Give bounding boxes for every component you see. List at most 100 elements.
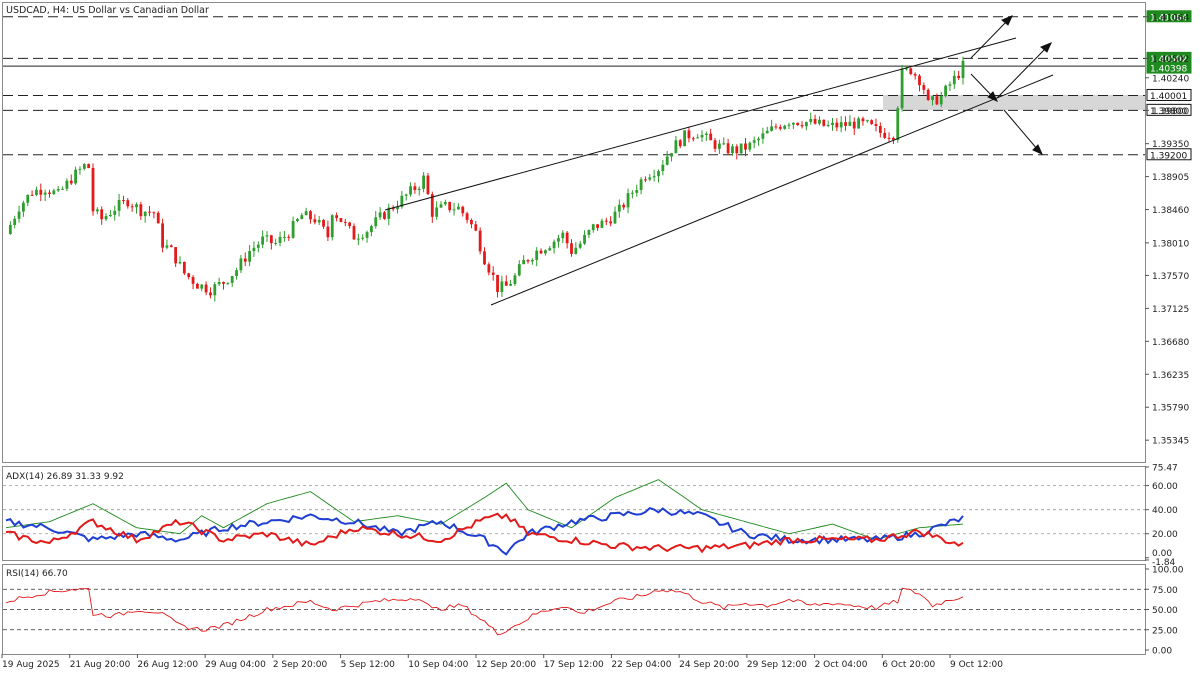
candle-body — [513, 275, 517, 284]
candle-body — [548, 248, 552, 251]
candle-body — [56, 188, 60, 191]
candle-body — [43, 192, 47, 195]
y-tick-label-10: 1.36680 — [1152, 338, 1189, 348]
y-tick-label-12: 1.35790 — [1152, 404, 1189, 414]
candle-body — [939, 96, 943, 105]
candle-body — [478, 230, 482, 252]
candle-body — [648, 177, 652, 180]
candle-body — [678, 140, 682, 147]
candle-body — [465, 213, 469, 220]
candle-body — [713, 140, 717, 149]
candle-body — [248, 251, 251, 262]
candle-body — [639, 179, 643, 191]
candle-body — [783, 125, 787, 129]
arrow-down-1 — [970, 73, 994, 98]
x-tick-label-5: 5 Sep 12:00 — [341, 660, 396, 670]
candle-body — [861, 118, 865, 122]
candle-body — [865, 120, 869, 122]
candle-body — [557, 238, 560, 242]
candle-body — [252, 247, 256, 252]
candle-body — [805, 122, 808, 127]
x-tick-label-1: 21 Aug 20:00 — [70, 660, 131, 670]
x-tick-label-10: 24 Sep 20:00 — [679, 660, 739, 670]
candle-body — [878, 126, 882, 133]
candle-body — [191, 277, 195, 284]
arrow-up-1 — [970, 19, 1009, 59]
adx-series-1 — [5, 506, 964, 556]
arrow-up-2 — [996, 46, 1048, 99]
candle-body — [765, 130, 769, 134]
level-tag-2 — [1146, 61, 1192, 74]
candle-body — [944, 85, 947, 97]
level-tag-label-2: 1.40398 — [1150, 65, 1187, 75]
candle-body — [744, 143, 747, 150]
candle-body — [791, 122, 795, 125]
rsi-tick-label-3: 25.00 — [1152, 626, 1178, 636]
x-tick-label-2: 26 Aug 12:00 — [137, 660, 198, 670]
candle-body — [570, 243, 573, 254]
candle-body — [691, 138, 695, 140]
candle-body — [892, 137, 895, 140]
adx-label: ADX(14) 26.89 31.33 9.92 — [6, 472, 124, 482]
candle-body — [352, 226, 356, 240]
candle-body — [665, 156, 669, 165]
candle-body — [256, 244, 260, 248]
candle-body — [87, 164, 91, 168]
candle-body — [239, 258, 243, 271]
candle-body — [409, 186, 412, 195]
candle-body — [583, 234, 586, 244]
candle-body — [461, 206, 465, 214]
candle-body — [683, 130, 686, 147]
chart-title: USDCAD, H4: US Dollar vs Canadian Dollar — [6, 5, 209, 16]
candle-body — [635, 190, 639, 193]
candle-body — [130, 206, 134, 208]
candle-body — [82, 164, 86, 169]
rsi-label: RSI(14) 66.70 — [6, 569, 68, 579]
candle-body — [283, 236, 286, 238]
rsi-tick-label-1: 75.00 — [1152, 586, 1178, 596]
level-tag-label-4: 1.39800 — [1150, 107, 1187, 117]
x-tick-label-14: 9 Oct 12:00 — [950, 660, 1003, 670]
candle-body — [591, 224, 595, 231]
candle-body — [387, 207, 391, 219]
candle-body — [8, 224, 12, 234]
candle-body — [496, 274, 499, 292]
candle-body — [296, 219, 299, 222]
candle-body — [65, 180, 69, 189]
candle-body — [165, 245, 169, 248]
candle-body — [113, 210, 117, 215]
candle-body — [752, 140, 756, 143]
level-tag-label-3: 1.40001 — [1150, 92, 1187, 102]
arrow-up-1-head — [1001, 15, 1013, 26]
candle-body — [857, 118, 860, 129]
candle-body — [696, 137, 700, 139]
candle-body — [452, 209, 456, 211]
candle-body — [61, 188, 64, 190]
candle-body — [687, 130, 691, 139]
candle-body — [348, 222, 352, 227]
candle-body — [470, 219, 473, 225]
candle-body — [322, 220, 325, 227]
candle-body — [831, 122, 834, 126]
candle-body — [187, 273, 191, 278]
candle-body — [95, 209, 99, 212]
candle-body — [291, 221, 295, 238]
candle-body — [500, 281, 504, 292]
candle-body — [404, 194, 408, 196]
candle-body — [109, 214, 112, 217]
level-tag-label-0: 1.41064 — [1150, 13, 1187, 23]
adx-tick-label-0: 75.47 — [1152, 464, 1178, 474]
candle-body — [435, 207, 439, 217]
candle-body — [900, 68, 904, 109]
level-tag-5 — [1146, 148, 1192, 161]
x-tick-label-9: 22 Sep 04:00 — [611, 660, 671, 670]
rsi-tick-label-4: 0.00 — [1152, 647, 1172, 657]
channel-upper-line — [384, 37, 1017, 211]
candle-body — [100, 209, 104, 220]
candle-body — [343, 221, 347, 223]
candle-body — [626, 193, 630, 208]
candle-body — [778, 126, 782, 129]
candle-body — [661, 164, 665, 172]
candle-body — [204, 284, 208, 293]
